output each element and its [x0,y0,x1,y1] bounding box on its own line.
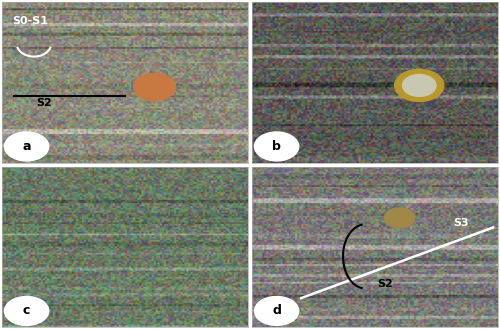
Text: S2: S2 [378,279,393,289]
Text: S0-S1: S0-S1 [12,16,48,26]
Circle shape [4,132,49,161]
Text: d: d [272,304,281,317]
Circle shape [134,73,175,101]
Text: S3: S3 [454,218,469,228]
Circle shape [394,69,444,102]
Text: S2: S2 [36,98,52,108]
Text: a: a [22,140,31,153]
Circle shape [254,296,298,325]
Text: b: b [272,140,281,153]
Circle shape [402,75,436,96]
Circle shape [384,208,415,228]
Text: c: c [23,304,30,317]
Circle shape [4,296,49,325]
Circle shape [254,132,298,161]
